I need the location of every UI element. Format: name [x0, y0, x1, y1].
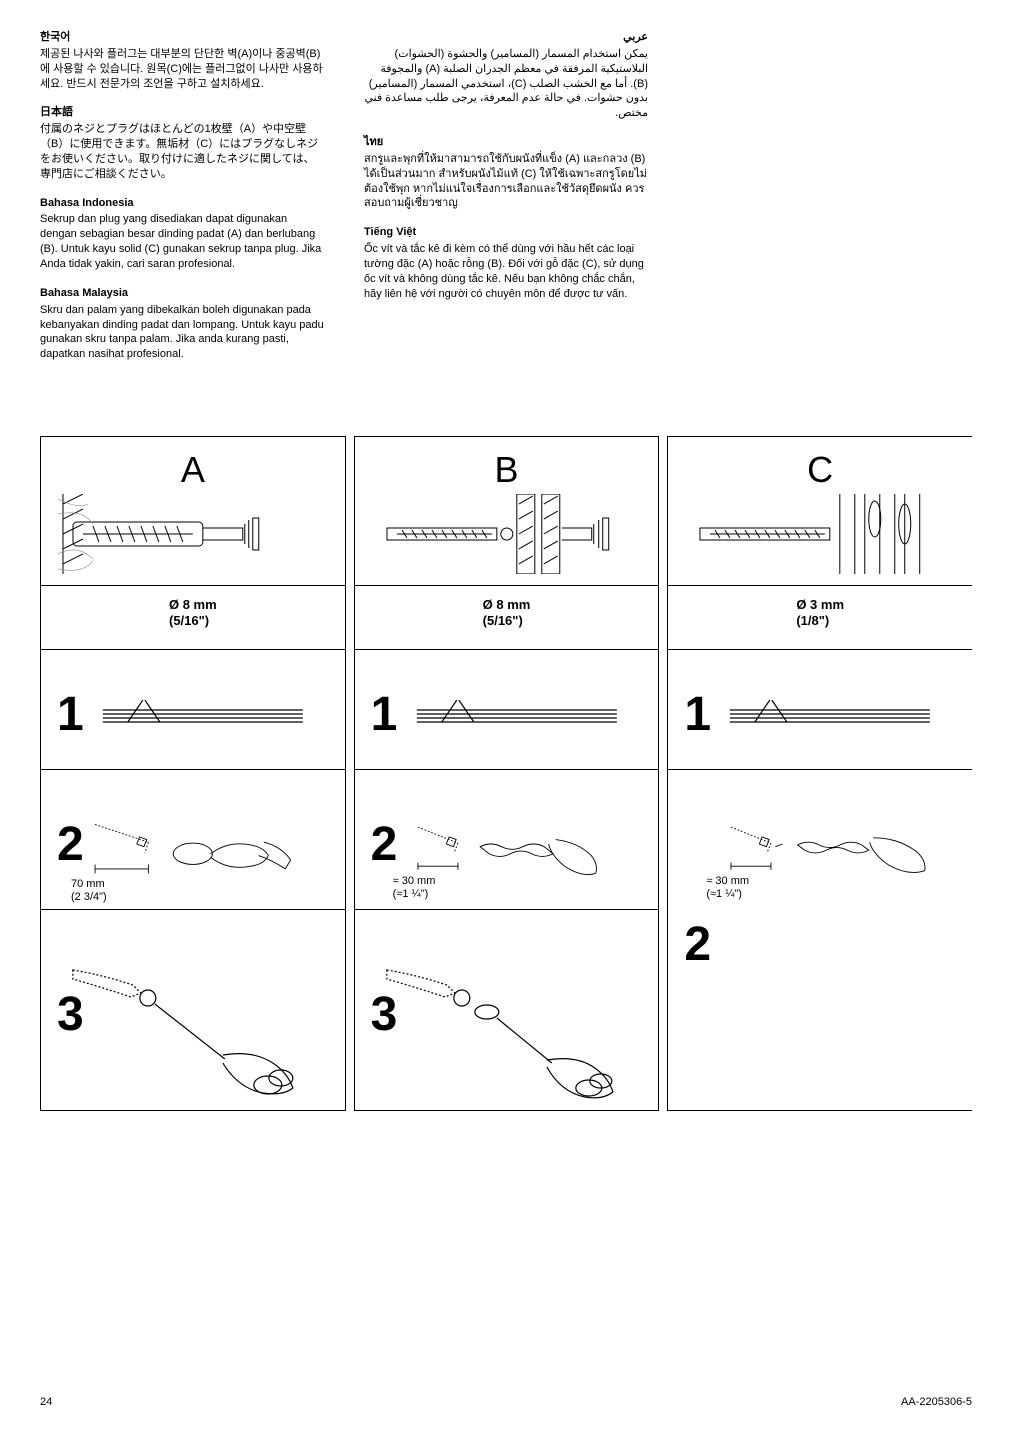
- lang-bahasa-indonesia: Bahasa Indonesia Sekrup dan plug yang di…: [40, 196, 324, 272]
- screwdriver-icon: [53, 960, 333, 1100]
- drill-wall-icon: [53, 700, 333, 759]
- lang-body: 付属のネジとプラグはほとんどの1枚壁（A）や中空壁（B）に使用できます。無垢材（…: [40, 122, 324, 181]
- drill-label: Ø 8 mm (5/16"): [169, 597, 217, 628]
- panel-header-a: A: [41, 437, 345, 586]
- text-column-left: 한국어 제공된 나사와 플러그는 대부분의 단단한 벽(A)이나 중공벽(B)에…: [40, 30, 324, 376]
- panel-step3-a: 3: [41, 910, 345, 1110]
- letter-b: B: [355, 437, 659, 495]
- panel-step2-b: 2 ≈ 30 mm (≈1 ¼"): [355, 770, 659, 910]
- instructions-text: 한국어 제공된 나사와 플러그는 대부분의 단단한 벽(A)이나 중공벽(B)에…: [40, 30, 972, 376]
- lang-title: 한국어: [40, 30, 324, 45]
- lang-vietnamese: Tiếng Việt Ốc vít và tắc kê đi kèm có th…: [364, 225, 648, 301]
- page-footer: 24 AA-2205306-5: [40, 1396, 972, 1408]
- diagram-column-a: A Ø 8 mm (5/1: [40, 436, 346, 1111]
- lang-korean: 한국어 제공된 나사와 플러그는 대부분의 단단한 벽(A)이나 중공벽(B)에…: [40, 30, 324, 91]
- lang-title: Bahasa Malaysia: [40, 286, 324, 301]
- drill-wall-icon: [680, 700, 960, 759]
- lang-body: สกรูและพุกที่ให้มาสามารถใช้กับผนังที่แข็…: [364, 152, 648, 211]
- panel-header-c: C: [668, 437, 972, 586]
- document-id: AA-2205306-5: [901, 1396, 972, 1408]
- screwdriver-icon: [367, 960, 647, 1100]
- wall-screw-wood-icon: [668, 495, 972, 585]
- panel-step2-c: 2 ≈ 30 mm (≈1 ¼"): [668, 770, 972, 1110]
- lang-bahasa-malaysia: Bahasa Malaysia Skru dan palam yang dibe…: [40, 286, 324, 362]
- lang-body: Skru dan palam yang dibekalkan boleh dig…: [40, 303, 324, 362]
- page-number: 24: [40, 1396, 52, 1408]
- diagram-column-b: B Ø: [354, 436, 660, 1111]
- panel-drill-size-b: Ø 8 mm (5/16"): [355, 586, 659, 650]
- lang-title: عربي: [364, 30, 648, 45]
- panel-step1-b: 1: [355, 650, 659, 770]
- wall-anchor-solid-icon: [41, 495, 345, 585]
- lang-title: ไทย: [364, 135, 648, 150]
- lang-body: يمكن استخدام المسمار (المسامير) والحشوة …: [364, 47, 648, 121]
- letter-c: C: [668, 437, 972, 495]
- panel-step1-a: 1: [41, 650, 345, 770]
- dimension-label: ≈ 30 mm (≈1 ¼"): [706, 875, 749, 901]
- drill-label: Ø 8 mm (5/16"): [483, 597, 531, 628]
- letter-a: A: [41, 437, 345, 495]
- panel-drill-size-c: Ø 3 mm (1/8"): [668, 586, 972, 650]
- dimension-label: ≈ 30 mm (≈1 ¼"): [393, 875, 436, 901]
- drill-wall-icon: [367, 700, 647, 759]
- panel-step2-a: 2 70 mm (2 3/4"): [41, 770, 345, 910]
- text-column-right: عربي يمكن استخدام المسمار (المسامير) وال…: [364, 30, 648, 376]
- panel-step1-c: 1: [668, 650, 972, 770]
- wall-anchor-hollow-icon: [355, 495, 659, 585]
- lang-body: Ốc vít và tắc kê đi kèm có thể dùng với …: [364, 242, 648, 301]
- panel-drill-size-a: Ø 8 mm (5/16"): [41, 586, 345, 650]
- lang-title: 日本語: [40, 105, 324, 120]
- text-column-spacer: [688, 30, 972, 376]
- drill-label: Ø 3 mm (1/8"): [796, 597, 844, 628]
- lang-japanese: 日本語 付属のネジとプラグはほとんどの1枚壁（A）や中空壁（B）に使用できます。…: [40, 105, 324, 181]
- panel-step3-b: 3: [355, 910, 659, 1110]
- dimension-label: 70 mm (2 3/4"): [71, 878, 107, 904]
- diagram-row: A Ø 8 mm (5/1: [40, 436, 972, 1111]
- panel-header-b: B: [355, 437, 659, 586]
- lang-arabic: عربي يمكن استخدام المسمار (المسامير) وال…: [364, 30, 648, 121]
- lang-title: Bahasa Indonesia: [40, 196, 324, 211]
- lang-body: Sekrup dan plug yang disediakan dapat di…: [40, 212, 324, 271]
- lang-body: 제공된 나사와 플러그는 대부분의 단단한 벽(A)이나 중공벽(B)에 사용할…: [40, 47, 324, 92]
- lang-thai: ไทย สกรูและพุกที่ให้มาสามารถใช้กับผนังที…: [364, 135, 648, 211]
- diagram-column-c: C Ø 3 mm (1/8"): [667, 436, 972, 1111]
- lang-title: Tiếng Việt: [364, 225, 648, 240]
